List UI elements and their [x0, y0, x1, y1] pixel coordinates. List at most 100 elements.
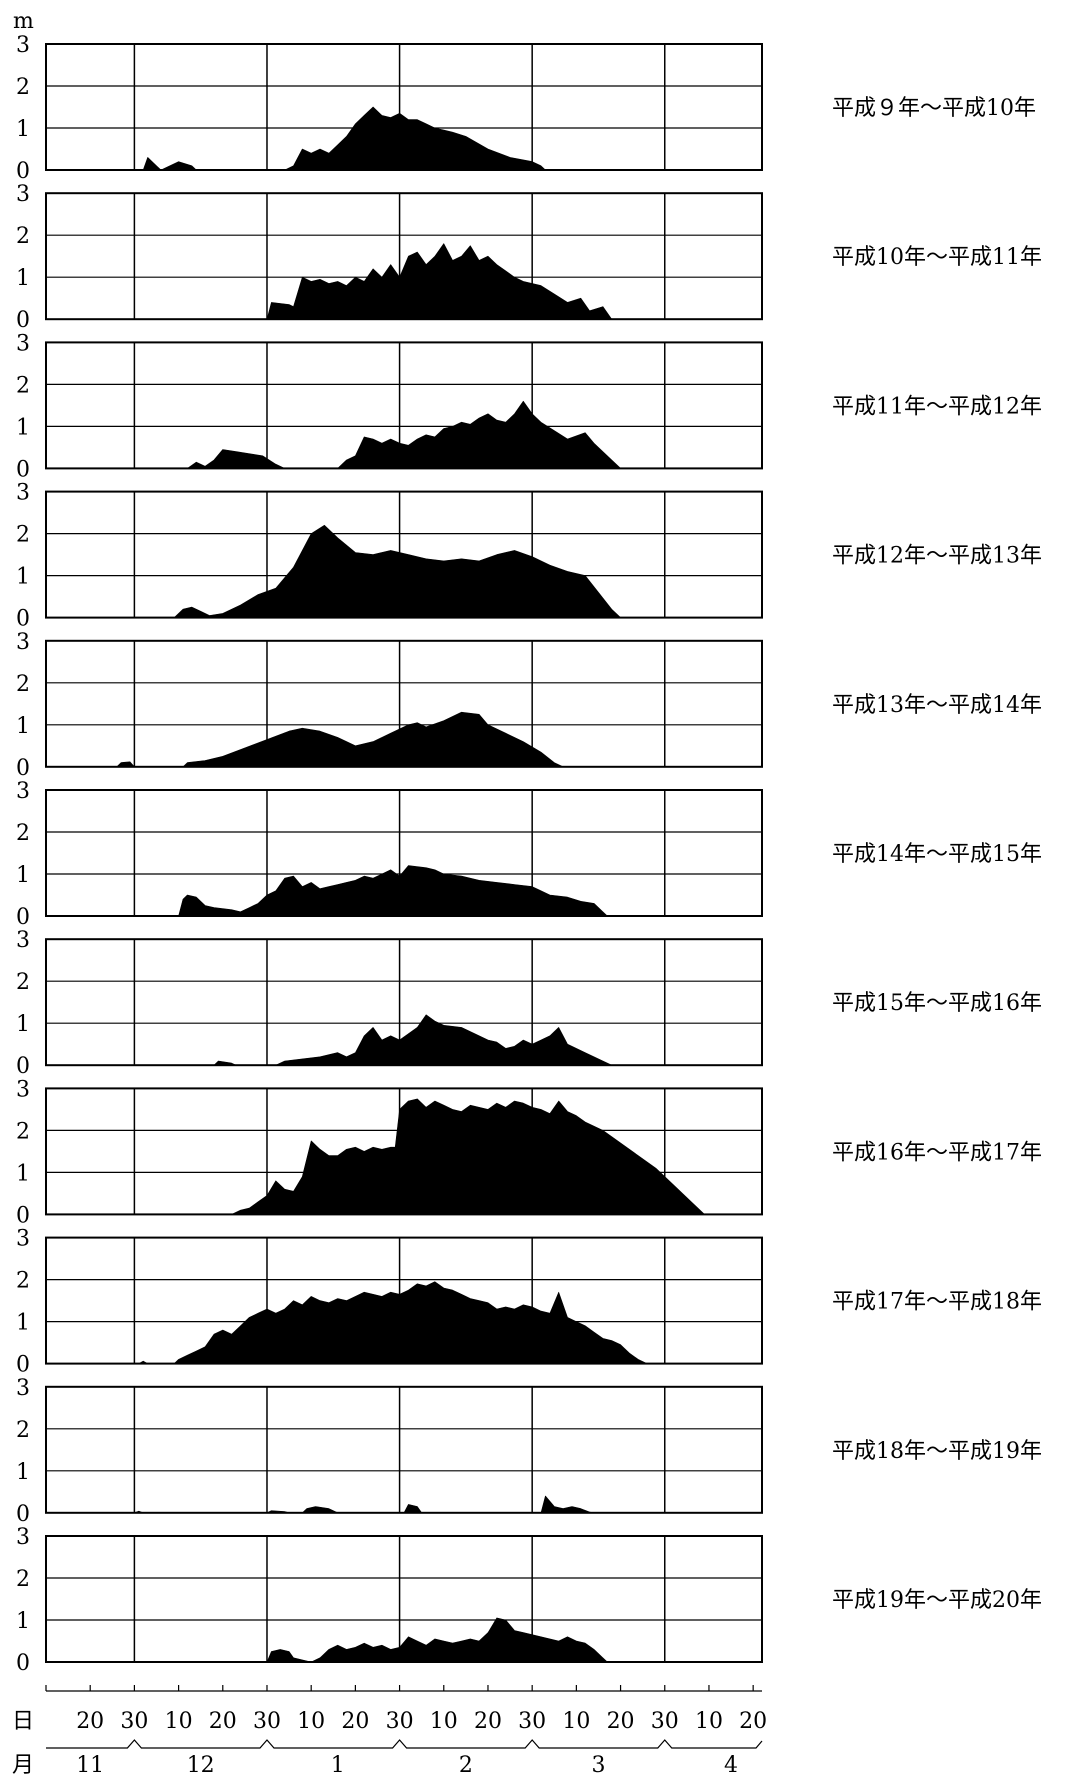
day-axis-label: 日	[12, 1709, 34, 1734]
panel: 0 1 2 3 平成15年～平成16年	[16, 928, 1042, 1079]
day-tick-label: 30	[651, 1709, 679, 1734]
y-tick-label: 0	[16, 1502, 30, 1527]
y-tick-label: 2	[16, 1119, 30, 1144]
y-tick-label: 3	[16, 33, 30, 58]
season-label: 平成12年～平成13年	[832, 544, 1042, 569]
y-tick-label: 1	[16, 1460, 30, 1485]
y-tick-label: 3	[16, 630, 30, 655]
season-label: 平成15年～平成16年	[832, 991, 1042, 1016]
y-tick-label: 2	[16, 821, 30, 846]
y-tick-label: 0	[16, 308, 30, 333]
snow-depth-area	[45, 1495, 763, 1514]
y-tick-label: 0	[16, 1651, 30, 1676]
month-tick-label: 11	[76, 1753, 104, 1778]
snow-depth-area	[45, 400, 763, 469]
y-tick-label: 0	[16, 159, 30, 184]
day-tick-label: 30	[518, 1709, 546, 1734]
y-tick-label: 1	[16, 117, 30, 142]
season-label: 平成13年～平成14年	[832, 693, 1042, 718]
day-tick-label: 20	[607, 1709, 635, 1734]
y-tick-label: 3	[16, 1077, 30, 1102]
season-label: 平成10年～平成11年	[832, 245, 1042, 270]
y-tick-label: 1	[16, 266, 30, 291]
y-tick-label: 1	[16, 565, 30, 590]
day-tick-label: 20	[341, 1709, 369, 1734]
y-tick-label: 3	[16, 481, 30, 506]
y-tick-label: 3	[16, 1525, 30, 1550]
month-tick-label: 12	[187, 1753, 215, 1778]
day-tick-label: 20	[76, 1709, 104, 1734]
snow-depth-area	[45, 1281, 763, 1364]
panel: 0 1 2 3 平成13年～平成14年	[16, 630, 1042, 781]
month-tick-label: 4	[724, 1753, 738, 1778]
y-tick-label: 2	[16, 970, 30, 995]
snow-depth-area	[45, 1617, 763, 1663]
snow-depth-area	[45, 243, 763, 320]
panel-group: 0 1 2 3 平成９年～平成10年 0 1 2 3 平成10年～平成11年 0 1 2 3 平成11年～平…	[16, 33, 1042, 1676]
unit-label: m	[13, 9, 34, 34]
y-tick-label: 1	[16, 1609, 30, 1634]
y-tick-label: 2	[16, 1269, 30, 1294]
y-tick-label: 2	[16, 1418, 30, 1443]
y-tick-label: 2	[16, 224, 30, 249]
y-tick-label: 3	[16, 1227, 30, 1252]
day-tick-label: 20	[474, 1709, 502, 1734]
y-tick-label: 2	[16, 1567, 30, 1592]
day-tick-label: 30	[253, 1709, 281, 1734]
panel: 0 1 2 3 平成16年～平成17年	[16, 1077, 1042, 1228]
day-tick-label: 20	[739, 1709, 767, 1734]
y-tick-label: 3	[16, 331, 30, 356]
season-label: 平成11年～平成12年	[832, 394, 1042, 419]
y-tick-label: 0	[16, 457, 30, 482]
month-separator	[46, 1739, 763, 1749]
y-tick-label: 2	[16, 672, 30, 697]
y-tick-label: 2	[16, 75, 30, 100]
snow-depth-area	[45, 106, 763, 171]
y-tick-label: 1	[16, 1311, 30, 1336]
day-tick-label: 10	[562, 1709, 590, 1734]
y-tick-label: 3	[16, 1376, 30, 1401]
month-tick-label: 1	[331, 1753, 345, 1778]
y-tick-label: 0	[16, 1054, 30, 1079]
day-tick-label: 10	[165, 1709, 193, 1734]
month-tick-label: 3	[591, 1753, 605, 1778]
y-tick-label: 0	[16, 905, 30, 930]
month-tick-label: 2	[459, 1753, 473, 1778]
snow-depth-area	[45, 1014, 763, 1066]
y-tick-label: 1	[16, 714, 30, 739]
month-axis-label: 月	[12, 1753, 34, 1778]
y-tick-label: 0	[16, 607, 30, 632]
panel: 0 1 2 3 平成９年～平成10年	[16, 33, 1036, 184]
season-label: 平成17年～平成18年	[832, 1290, 1042, 1315]
season-label: 平成９年～平成10年	[832, 96, 1036, 121]
day-tick-label: 30	[386, 1709, 414, 1734]
snow-depth-area	[45, 711, 763, 768]
y-tick-label: 0	[16, 1353, 30, 1378]
snow-depth-area	[45, 1098, 763, 1215]
day-tick-label: 10	[695, 1709, 723, 1734]
season-label: 平成14年～平成15年	[832, 842, 1042, 867]
season-label: 平成16年～平成17年	[832, 1140, 1042, 1165]
y-tick-label: 1	[16, 415, 30, 440]
panel: 0 1 2 3 平成10年～平成11年	[16, 182, 1042, 333]
panel: 0 1 2 3 平成12年～平成13年	[16, 481, 1042, 632]
day-tick-label: 10	[430, 1709, 458, 1734]
panel: 0 1 2 3 平成14年～平成15年	[16, 779, 1042, 930]
day-tick-label: 20	[209, 1709, 237, 1734]
y-tick-label: 3	[16, 182, 30, 207]
y-tick-label: 1	[16, 1012, 30, 1037]
panel: 0 1 2 3 平成17年～平成18年	[16, 1227, 1042, 1378]
panel: 0 1 2 3 平成19年～平成20年	[16, 1525, 1042, 1676]
y-tick-label: 2	[16, 373, 30, 398]
season-label: 平成19年～平成20年	[832, 1588, 1042, 1613]
panel: 0 1 2 3 平成18年～平成19年	[16, 1376, 1042, 1527]
y-tick-label: 3	[16, 779, 30, 804]
season-label: 平成18年～平成19年	[832, 1439, 1042, 1464]
panel-frame	[45, 1385, 763, 1514]
day-tick-label: 10	[297, 1709, 325, 1734]
y-tick-label: 2	[16, 523, 30, 548]
y-tick-label: 0	[16, 1203, 30, 1228]
y-tick-label: 3	[16, 928, 30, 953]
